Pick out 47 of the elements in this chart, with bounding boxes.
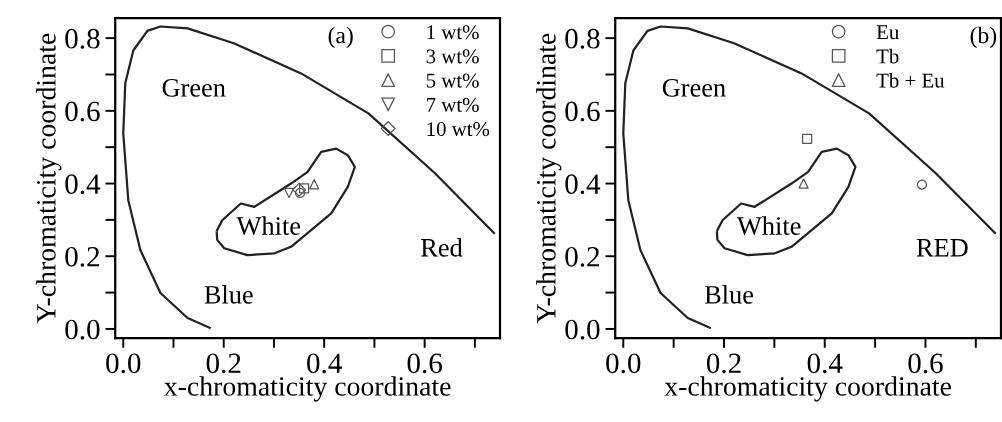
annotation: Blue — [704, 285, 754, 304]
point — [801, 133, 813, 144]
legend-label: Eu — [876, 25, 899, 40]
y-tick-label: 0.0 — [65, 319, 100, 340]
y-tick-label: 0.2 — [65, 246, 100, 267]
y-tick-label: 0.0 — [565, 319, 600, 340]
annotation: Green — [162, 78, 226, 97]
point — [916, 179, 928, 190]
x-tick-label: 0.4 — [307, 353, 342, 374]
line-series — [122, 25, 496, 329]
y-axis-title: Y-chromaticity coordinate — [536, 33, 562, 324]
x-tick-label: 0.2 — [206, 353, 241, 374]
annotation: White — [736, 216, 801, 236]
legend-label: Tb + Eu — [876, 72, 945, 88]
y-tick-label: 0.8 — [65, 28, 100, 49]
x-axis-title: x-chromaticity coordinate — [664, 376, 951, 402]
x-tick-label: 0.6 — [908, 353, 943, 374]
annotation: (b) — [970, 26, 997, 49]
annotation: Green — [662, 78, 726, 97]
line-series — [715, 147, 857, 257]
annotation: Red — [421, 238, 463, 257]
x-axis-title: x-chromaticity coordinate — [164, 376, 451, 402]
annotation: White — [236, 216, 301, 236]
y-tick-label: 0.2 — [565, 246, 600, 267]
x-tick-label: 0.4 — [807, 353, 843, 374]
legend-label: 10 wt% — [427, 122, 490, 137]
legend-label: 5 wt% — [426, 73, 479, 88]
x-tick-label: 0.0 — [106, 353, 141, 374]
line-series — [215, 147, 356, 257]
y-tick-label: 0.6 — [65, 101, 100, 122]
annotation: (a) — [328, 26, 353, 49]
y-tick-label: 0.4 — [565, 174, 601, 195]
legend-label: Tb — [876, 48, 899, 64]
annotation: RED — [916, 239, 968, 257]
x-tick-label: 0.2 — [706, 353, 741, 374]
point — [798, 178, 809, 189]
legend-label: 7 wt% — [427, 97, 479, 112]
line-series — [622, 25, 997, 329]
y-tick-label: 0.4 — [65, 174, 101, 195]
y-axis-title: Y-chromaticity coordinate — [36, 33, 62, 324]
x-tick-label: 0.6 — [407, 353, 443, 374]
legend-label: 1 wt% — [427, 25, 479, 40]
legend-label: 3 wt% — [426, 49, 479, 64]
annotation: Blue — [204, 285, 253, 304]
x-tick-label: 0.0 — [606, 353, 641, 374]
y-tick-label: 0.6 — [565, 101, 600, 122]
y-tick-label: 0.8 — [565, 28, 600, 49]
